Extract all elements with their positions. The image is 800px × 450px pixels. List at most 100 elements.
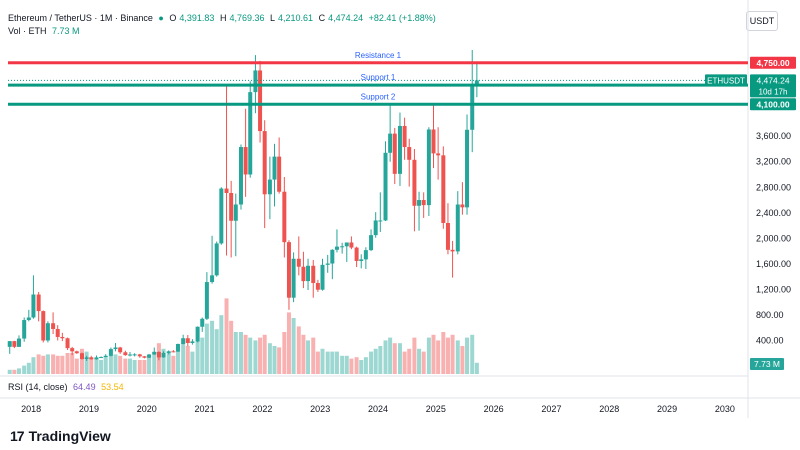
volume-bar <box>431 334 436 374</box>
volume-bar <box>383 340 388 374</box>
candle-body <box>137 354 142 357</box>
candle-body <box>397 125 402 174</box>
volume-bar <box>36 354 41 374</box>
high-value: 4,769.36 <box>229 13 265 23</box>
volume-legend[interactable]: Vol · ETH 7.73 M <box>8 26 83 36</box>
x-tick-label: 2022 <box>252 404 272 414</box>
candle-body <box>417 200 422 206</box>
x-tick-label: 2030 <box>715 404 735 414</box>
volume-bar <box>210 320 215 374</box>
volume-bar <box>334 351 339 374</box>
y-tick-label: 2,800.00 <box>756 182 791 192</box>
volume-tag <box>750 358 784 370</box>
x-tick-label: 2025 <box>426 404 446 414</box>
y-tick-label: 800.00 <box>756 310 784 320</box>
candle-body <box>243 147 248 175</box>
level-line <box>8 102 748 106</box>
volume-bar <box>354 357 359 374</box>
volume-bar <box>412 337 417 374</box>
candle-body <box>267 179 272 195</box>
volume-bar <box>397 343 402 374</box>
volume-bar <box>282 332 287 374</box>
candle-body <box>330 249 335 264</box>
x-tick-label: 2024 <box>368 404 388 414</box>
candle-body <box>127 354 132 356</box>
volume-bar <box>248 337 253 374</box>
candle-body <box>55 328 60 337</box>
candle-body <box>407 147 412 160</box>
candle-body <box>190 341 195 344</box>
volume-bar <box>388 337 393 374</box>
volume-bar <box>441 332 446 374</box>
candle-body <box>94 357 99 360</box>
volume-bar <box>474 362 479 374</box>
candle-body <box>219 188 224 244</box>
candle-body <box>156 351 161 358</box>
candle-body <box>200 318 205 327</box>
candle-body <box>253 70 258 93</box>
volume-bar <box>127 358 132 374</box>
volume-bar <box>181 343 186 374</box>
volume-bar <box>12 369 17 374</box>
candle-body <box>445 223 450 250</box>
level-price-label: 4,100.00 <box>756 99 789 109</box>
currency-button[interactable]: USDT <box>746 11 778 31</box>
volume-bar <box>137 360 142 374</box>
candle-body <box>74 351 79 354</box>
volume-bar <box>103 357 108 374</box>
candle-body <box>474 80 479 86</box>
candle-body <box>7 341 12 347</box>
y-tick-label: 2,000.00 <box>756 233 791 243</box>
candle-body <box>175 343 180 352</box>
change-value: +82.41 (+1.88%) <box>368 13 436 23</box>
candle-body <box>22 320 27 339</box>
candle-body <box>272 156 277 180</box>
candle-body <box>282 191 287 243</box>
candle-body <box>306 265 311 282</box>
candle-body <box>320 264 325 290</box>
candle-body <box>455 204 460 252</box>
rsi-legend[interactable]: RSI (14, close) 64.49 53.54 <box>8 382 127 392</box>
last-price-tag <box>750 74 796 98</box>
volume-bar <box>7 369 12 374</box>
candle-body <box>166 351 171 353</box>
volume-bar <box>238 332 243 374</box>
volume-bar <box>132 360 137 374</box>
candle-body <box>465 129 470 208</box>
brand-name: TradingView <box>28 428 111 444</box>
volume-bar <box>123 358 128 374</box>
volume-bar <box>320 348 325 374</box>
volume-bar <box>402 351 407 374</box>
candles <box>7 50 479 361</box>
volume-tag-label: 7.73 M <box>754 359 780 369</box>
candle-body <box>224 188 229 193</box>
candle-body <box>286 242 291 298</box>
level-price-tag <box>750 98 796 111</box>
time-axis[interactable]: 2018 2019 2020 2021 2022 2023 2024 2025 2026 2027… <box>21 404 735 414</box>
candle-body <box>450 249 455 252</box>
volume-bar <box>108 354 113 374</box>
level-name: Resistance 1 <box>355 51 402 60</box>
candle-body <box>12 341 17 347</box>
candle-body <box>421 200 426 206</box>
volume-bar <box>325 351 330 374</box>
candle-body <box>470 85 475 130</box>
x-tick-label: 2029 <box>657 404 677 414</box>
candle-body <box>460 204 465 208</box>
price-axis[interactable]: 0.00400.00800.001,200.001,600.002,000.00… <box>750 56 796 371</box>
chart-header: Ethereum / TetherUS · 1M · Binance ● O 4,… <box>8 13 439 23</box>
volume-bar <box>89 357 94 374</box>
candle-body <box>334 246 339 250</box>
level-price-label: 4,750.00 <box>756 58 789 68</box>
volume-bar <box>45 354 50 374</box>
volume-bar <box>214 329 219 374</box>
volume-bar <box>16 368 21 374</box>
symbol-title[interactable]: Ethereum / TetherUS · 1M · Binance <box>8 13 153 23</box>
x-tick-label: 2018 <box>21 404 41 414</box>
tradingview-logo[interactable]: 17 TradingView <box>10 428 111 444</box>
countdown-label: 10d 17h <box>759 87 788 96</box>
close-value: 4,474.24 <box>328 13 364 23</box>
candle-body <box>229 192 234 221</box>
candle-body <box>373 220 378 236</box>
